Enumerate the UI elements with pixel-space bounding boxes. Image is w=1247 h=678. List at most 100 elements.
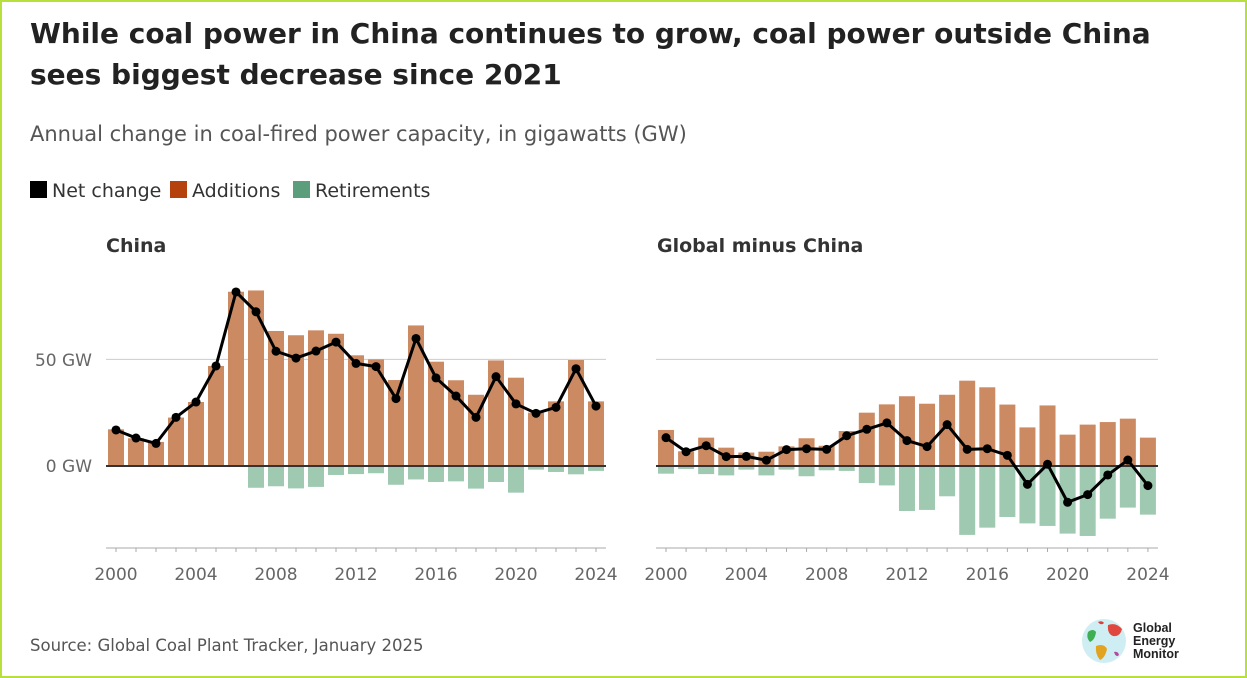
bar-retirements-2020 [508, 466, 524, 493]
bar-additions-2004 [188, 402, 204, 466]
x-tick-label-2008: 2008 [254, 565, 297, 585]
x-tick-label-2024: 2024 [1126, 565, 1169, 585]
x-tick-label-2004: 2004 [725, 565, 768, 585]
panel-title-global-minus-china: Global minus China [657, 235, 863, 257]
legend-swatch-net-change [30, 181, 47, 198]
bar-retirements-2015 [408, 466, 424, 480]
net-change-point-2014 [942, 420, 952, 430]
bar-retirements-2022 [548, 466, 564, 472]
bar-additions-2007 [248, 290, 264, 466]
net-change-point-2011 [882, 418, 892, 428]
bar-additions-2002 [148, 441, 164, 466]
bar-retirements-2005 [758, 466, 775, 476]
bar-additions-2020 [508, 377, 524, 466]
bar-additions-2012 [898, 396, 915, 466]
chart-title-line-1: While coal power in China continues to g… [30, 17, 1151, 50]
net-change-point-2002 [701, 441, 711, 451]
bar-additions-2022 [1099, 422, 1116, 466]
bar-additions-2017 [999, 404, 1016, 466]
bar-additions-2022 [548, 401, 564, 466]
net-change-point-2019 [1043, 459, 1053, 469]
net-change-point-2012 [902, 436, 912, 446]
net-change-point-2009 [291, 353, 301, 363]
bar-additions-2009 [288, 335, 304, 466]
net-change-point-2020 [511, 399, 521, 409]
net-change-point-2023 [1123, 455, 1133, 465]
net-change-point-2022 [1103, 470, 1113, 480]
net-change-point-2019 [491, 372, 501, 382]
bar-retirements-2002 [698, 466, 715, 475]
net-change-point-2011 [331, 337, 341, 347]
bar-additions-2015 [408, 325, 424, 466]
net-change-point-2017 [1002, 450, 1012, 460]
bar-additions-2001 [128, 438, 144, 466]
bar-retirements-2004 [738, 466, 755, 470]
bar-additions-2014 [939, 394, 956, 466]
bar-additions-2012 [348, 355, 364, 466]
bar-additions-2013 [368, 359, 384, 466]
net-change-point-2015 [962, 444, 972, 454]
net-change-point-2024 [591, 401, 601, 411]
bar-additions-2013 [919, 403, 936, 466]
bar-retirements-2023 [1119, 466, 1136, 508]
x-tick-label-2000: 2000 [94, 565, 137, 585]
net-change-point-2009 [842, 431, 852, 441]
bar-retirements-2014 [388, 466, 404, 485]
legend-swatch-retirements [293, 181, 310, 198]
net-change-point-2013 [922, 442, 932, 452]
bar-additions-2011 [328, 333, 344, 466]
logo-line-2: Energy [1133, 634, 1175, 648]
net-change-point-2024 [1143, 481, 1153, 491]
net-change-point-2018 [471, 412, 481, 422]
chart-title-line-2: sees biggest decrease since 2021 [30, 58, 562, 91]
bar-retirements-2008 [818, 466, 835, 471]
x-tick-label-2016: 2016 [414, 565, 457, 585]
bar-retirements-2021 [1079, 466, 1096, 536]
panel-china: 2000 2004 2008 2012 2016 2020 2024 [94, 287, 618, 585]
net-change-point-2004 [191, 397, 201, 407]
bar-retirements-2001 [678, 466, 695, 469]
bar-retirements-2015 [959, 466, 976, 535]
bar-additions-2019 [1039, 405, 1056, 466]
bar-retirements-2016 [428, 466, 444, 482]
net-change-point-2016 [431, 373, 441, 383]
bar-additions-2016 [979, 387, 996, 466]
bar-retirements-2007 [248, 466, 264, 488]
bar-retirements-2009 [838, 466, 855, 471]
y-tick-label-0: 0 GW [46, 457, 92, 477]
bar-retirements-2006 [778, 466, 795, 470]
legend-label-net-change: Net change [52, 180, 161, 202]
logo-line-3: Monitor [1133, 647, 1179, 661]
legend-label-additions: Additions [192, 180, 280, 202]
bar-retirements-2023 [568, 466, 584, 475]
x-tick-label-2012: 2012 [885, 565, 928, 585]
net-change-point-2008 [822, 444, 832, 454]
bar-retirements-2009 [288, 466, 304, 489]
net-change-point-2021 [1083, 490, 1093, 500]
net-change-point-2015 [411, 333, 421, 343]
logo-line-1: Global [1133, 621, 1172, 635]
net-change-point-2010 [862, 424, 872, 434]
legend-swatch-additions [170, 181, 187, 198]
bar-additions-2008 [268, 330, 284, 466]
gem-logo: Global Energy Monitor [1082, 619, 1179, 663]
bar-additions-2000 [108, 429, 124, 466]
bar-retirements-2000 [658, 466, 674, 474]
source-note: Source: Global Coal Plant Tracker, Janua… [30, 636, 424, 655]
net-change-point-2012 [351, 358, 361, 368]
bar-additions-2011 [878, 404, 895, 466]
bar-retirements-2012 [898, 466, 915, 512]
net-change-point-2004 [741, 451, 751, 461]
net-change-point-2010 [311, 346, 321, 356]
net-change-point-2013 [371, 362, 381, 372]
x-tick-label-2008: 2008 [805, 565, 848, 585]
legend: Net change Additions Retirements [30, 180, 430, 202]
bar-retirements-2012 [348, 466, 364, 475]
net-change-point-2002 [151, 438, 161, 448]
net-change-point-2003 [171, 412, 181, 422]
bar-retirements-2014 [939, 466, 956, 497]
bar-retirements-2010 [308, 466, 324, 487]
net-change-point-2020 [1063, 497, 1073, 507]
bar-retirements-2018 [468, 466, 484, 489]
